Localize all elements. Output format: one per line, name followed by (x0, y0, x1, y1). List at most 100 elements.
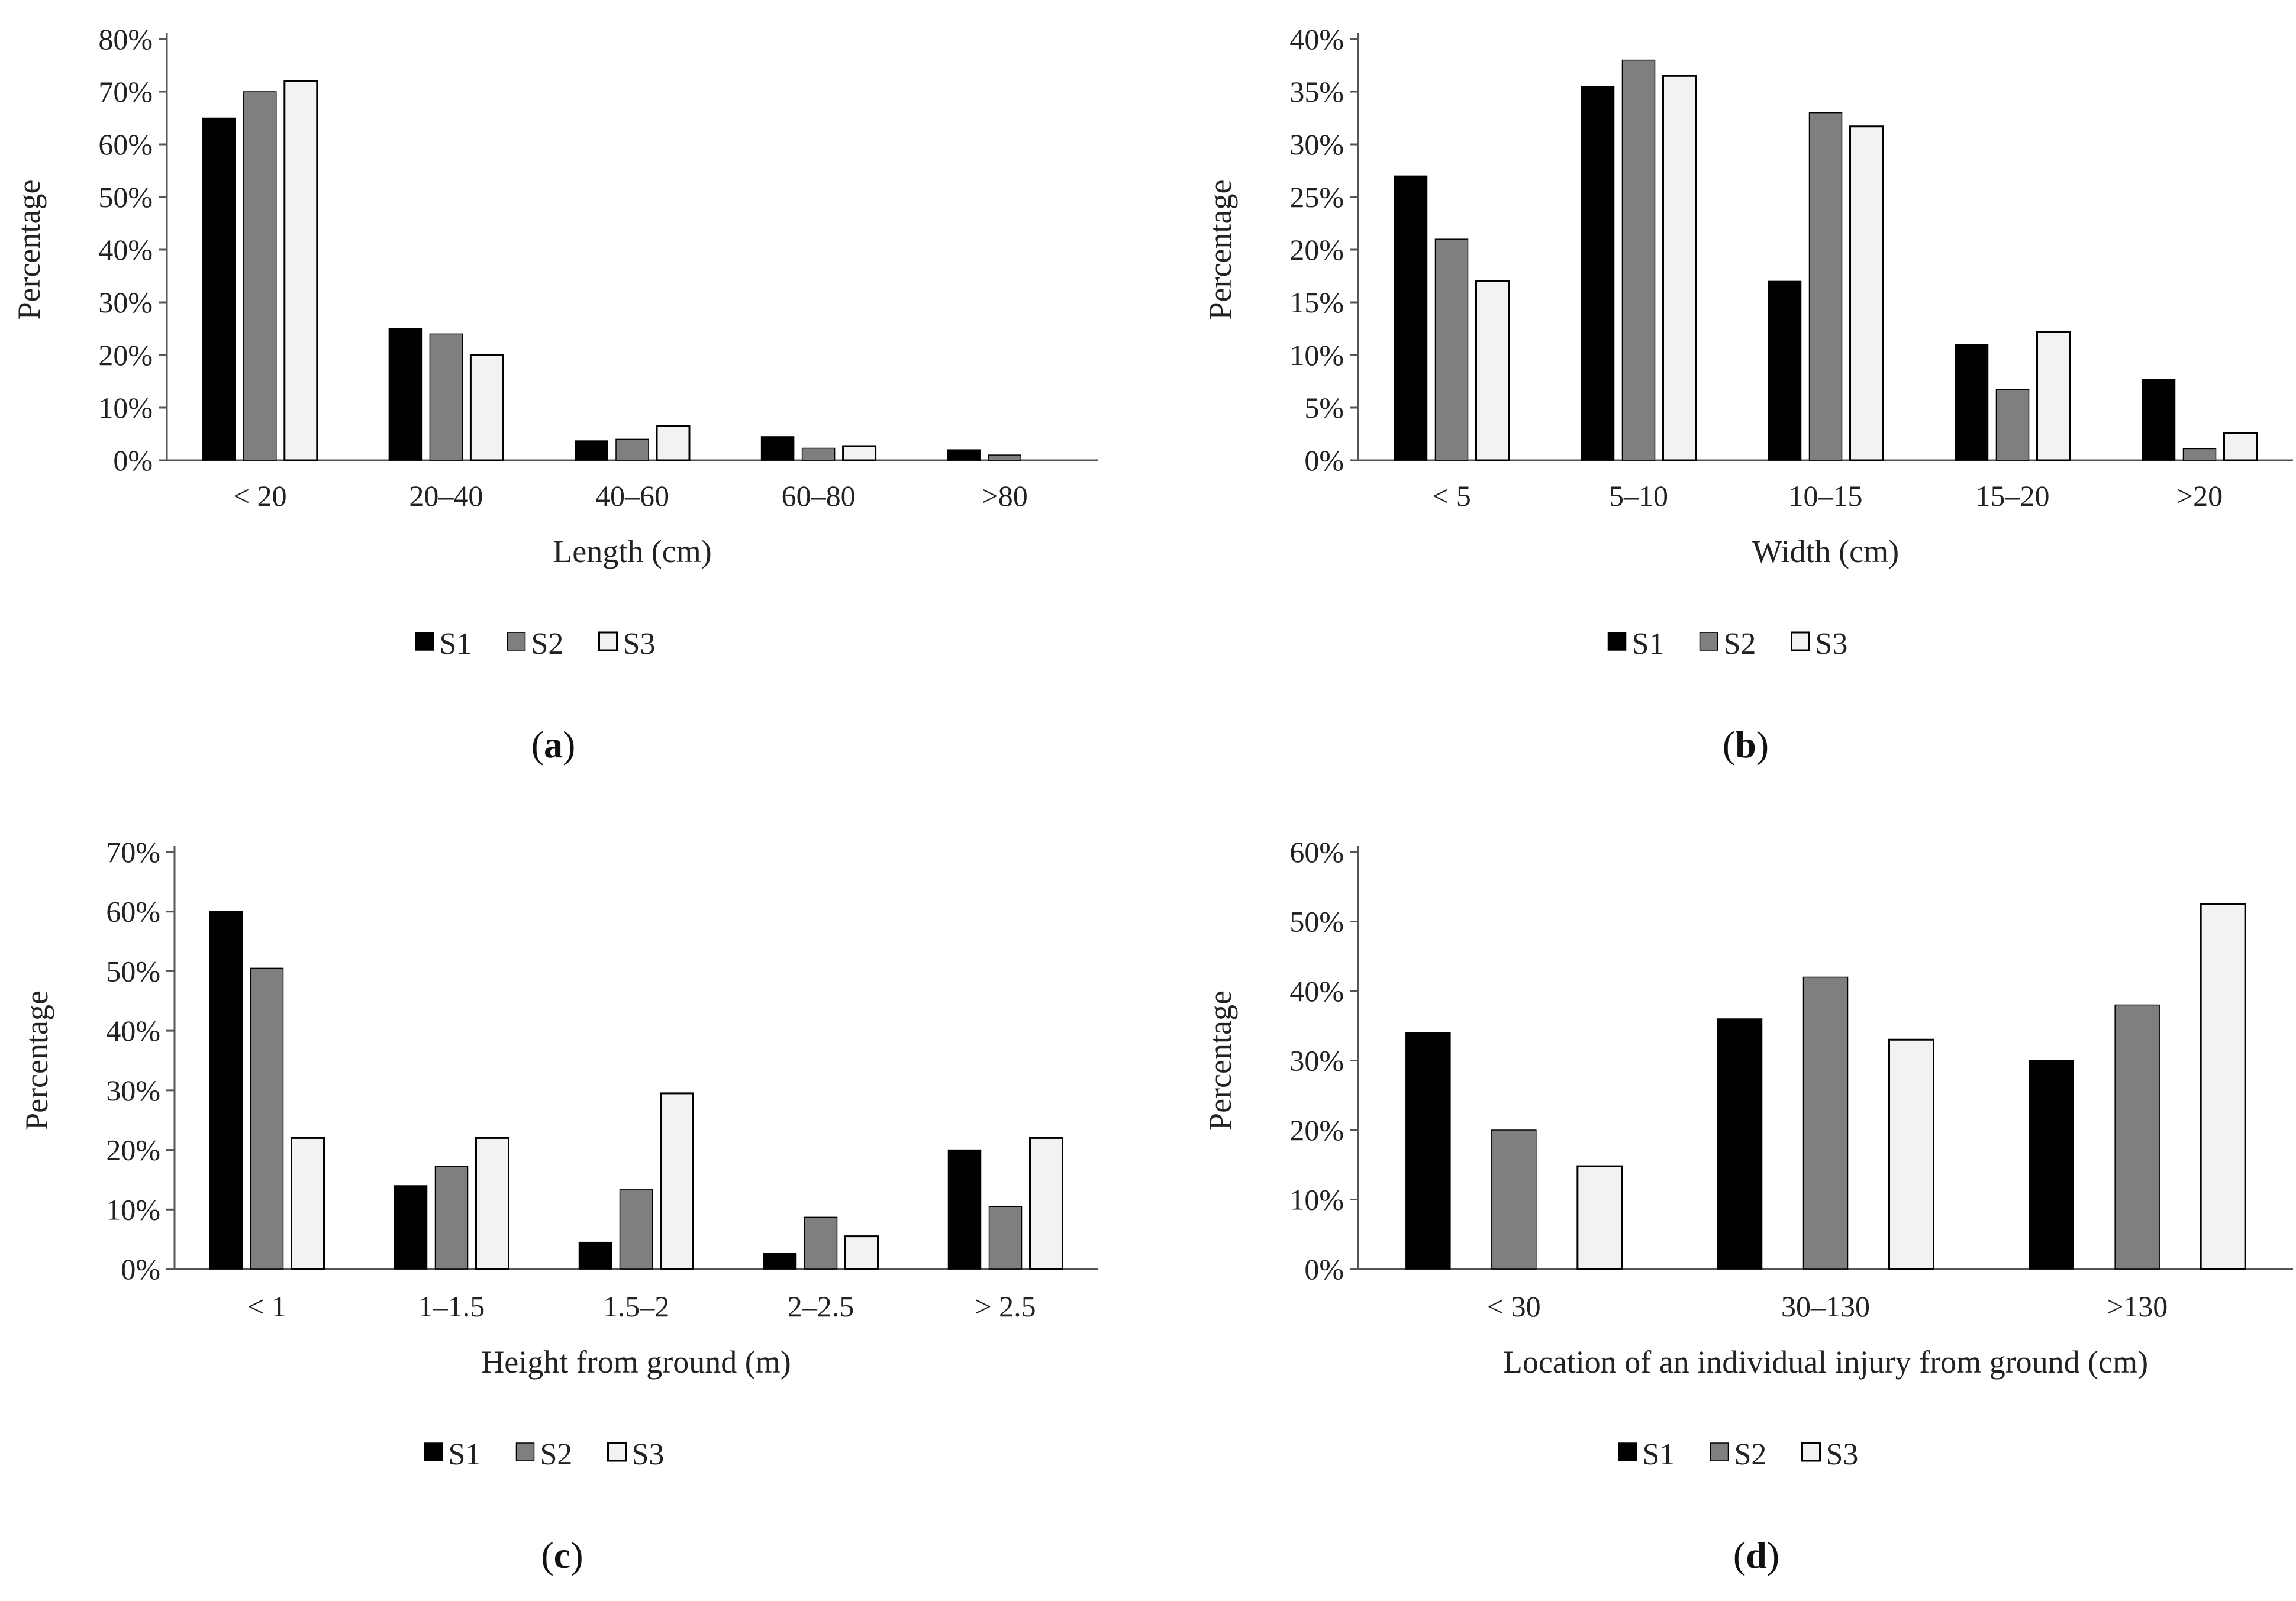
x-tick-label: 1.5–2 (603, 1290, 670, 1323)
bar-s1-2 (578, 1241, 612, 1270)
legend-swatch-s1 (1607, 632, 1627, 651)
bar-s3-3 (842, 445, 877, 461)
panel-label-letter: d (1746, 1534, 1767, 1576)
bar-s3-1 (469, 354, 504, 461)
panel-label-close: ) (1756, 724, 1769, 766)
y-tick-label: 0% (121, 1253, 160, 1286)
y-axis-title: Percentage (1202, 990, 1238, 1131)
x-tick-label: 2–2.5 (788, 1290, 854, 1323)
x-tick-label: < 5 (1432, 479, 1471, 512)
bar-s2-4 (2182, 448, 2217, 461)
y-tick-label: 60% (106, 895, 160, 928)
bar-s3-3 (2036, 331, 2071, 461)
y-tick-label: 40% (1289, 974, 1344, 1008)
panel-label-open: ( (541, 1534, 553, 1576)
y-tick-label: 60% (98, 128, 153, 161)
legend: S1 S2 S3 (424, 1438, 665, 1471)
bar-s1-1 (394, 1185, 428, 1270)
chart-panel-c: 0% 10% 20% 30% 40% 50% 60% 70% < 1 1–1.5 1.5–2 2–2.… (19, 835, 1098, 1576)
chart-panel-a: 0% 10% 20% 30% 40% 50% 60% 70% 80% < 20 20–40 40–60… (11, 22, 1098, 766)
panel-label: (c) (541, 1534, 583, 1576)
y-tick-label: 50% (106, 954, 160, 987)
bar-s2-3 (801, 447, 836, 461)
bar-s3-0 (1475, 280, 1510, 461)
y-tick-label: 0% (1304, 444, 1344, 477)
y-tick-label: 35% (1289, 75, 1344, 108)
bar-s2-4 (988, 1206, 1023, 1270)
bar-s3-1 (475, 1137, 509, 1270)
y-tick-label: 20% (1289, 1113, 1344, 1147)
y-tick-label: 30% (1289, 1044, 1344, 1077)
bar-s2-0 (1491, 1129, 1537, 1270)
bar-s1-4 (947, 449, 981, 461)
panel-label-close: ) (563, 724, 575, 766)
y-tick-label: 10% (98, 391, 153, 424)
panel-label-open: ( (1723, 724, 1735, 766)
x-tick-label: < 1 (247, 1290, 286, 1323)
x-tick-label: > 2.5 (975, 1290, 1036, 1323)
bar-s1-0 (1405, 1032, 1451, 1270)
legend-swatch-s2 (515, 1442, 535, 1461)
x-tick-label: 30–130 (1781, 1290, 1870, 1323)
bar-s3-3 (844, 1235, 879, 1270)
y-tick-label: 20% (1289, 233, 1344, 266)
y-tick-label: 80% (98, 22, 153, 56)
legend-swatch-s1 (424, 1442, 443, 1461)
panel-label-open: ( (1733, 1534, 1746, 1576)
legend-swatch-s2 (1710, 1442, 1729, 1461)
legend-swatch-s3 (1791, 631, 1810, 651)
bar-s1-3 (763, 1253, 797, 1270)
x-tick-label: 40–60 (595, 479, 669, 512)
bar-s2-2 (1808, 112, 1843, 461)
x-tick-label: < 30 (1487, 1290, 1541, 1323)
bar-s2-1 (1802, 976, 1849, 1270)
legend-swatch-s1 (415, 632, 434, 651)
legend-swatch-s3 (598, 631, 618, 651)
y-tick-label: 40% (98, 233, 153, 266)
y-tick-label: 20% (98, 338, 153, 372)
panel-label-letter: a (544, 724, 563, 766)
y-tick-label: 30% (106, 1074, 160, 1107)
bar-s3-2 (2200, 903, 2246, 1270)
bar-s1-2 (1768, 280, 1802, 461)
bar-s3-1 (1662, 75, 1697, 461)
x-tick-label: 10–15 (1789, 479, 1863, 512)
legend-swatch-s3 (1801, 1442, 1821, 1462)
legend-label-s1: S1 (449, 1438, 481, 1471)
legend-label-s1: S1 (1643, 1438, 1675, 1471)
y-tick-label: 70% (106, 835, 160, 869)
x-tick-label: >130 (2107, 1290, 2168, 1323)
x-axis-title: Width (cm) (1752, 534, 1899, 569)
bar-s3-2 (1849, 125, 1884, 461)
legend-swatch-s3 (607, 1442, 627, 1462)
legend-swatch-s1 (1618, 1442, 1637, 1461)
panel-label: (a) (531, 724, 576, 766)
bar-s1-2 (575, 440, 608, 461)
x-tick-label: >80 (982, 479, 1028, 512)
legend-label-s1: S1 (440, 627, 472, 661)
x-tick-label: 60–80 (782, 479, 856, 512)
y-axis-title: Percentage (19, 990, 54, 1131)
legend: S1 S2 S3 (1618, 1438, 1859, 1471)
bar-s2-0 (1434, 238, 1469, 461)
y-tick-label: 0% (1304, 1253, 1344, 1286)
bar-s1-0 (1394, 175, 1428, 461)
bar-s3-2 (656, 425, 691, 461)
bar-s2-3 (1995, 389, 2030, 461)
legend-label-s2: S2 (540, 1438, 573, 1471)
legend-label-s1: S1 (1632, 627, 1665, 661)
bar-s2-2 (2114, 1004, 2160, 1270)
legend-swatch-s2 (507, 632, 526, 651)
legend-label-s3: S3 (1826, 1438, 1859, 1471)
x-tick-label: 5–10 (1609, 479, 1668, 512)
legend-label-s3: S3 (632, 1438, 665, 1471)
bar-s3-4 (1029, 1137, 1063, 1270)
bar-s1-1 (388, 328, 423, 461)
legend: S1 S2 S3 (1607, 627, 1847, 661)
y-tick-label: 0% (113, 444, 153, 477)
y-tick-label: 40% (106, 1014, 160, 1047)
y-tick-label: 70% (98, 75, 153, 108)
bar-s2-3 (804, 1216, 838, 1270)
bar-s1-3 (1955, 344, 1989, 461)
bar-s2-0 (250, 967, 284, 1270)
